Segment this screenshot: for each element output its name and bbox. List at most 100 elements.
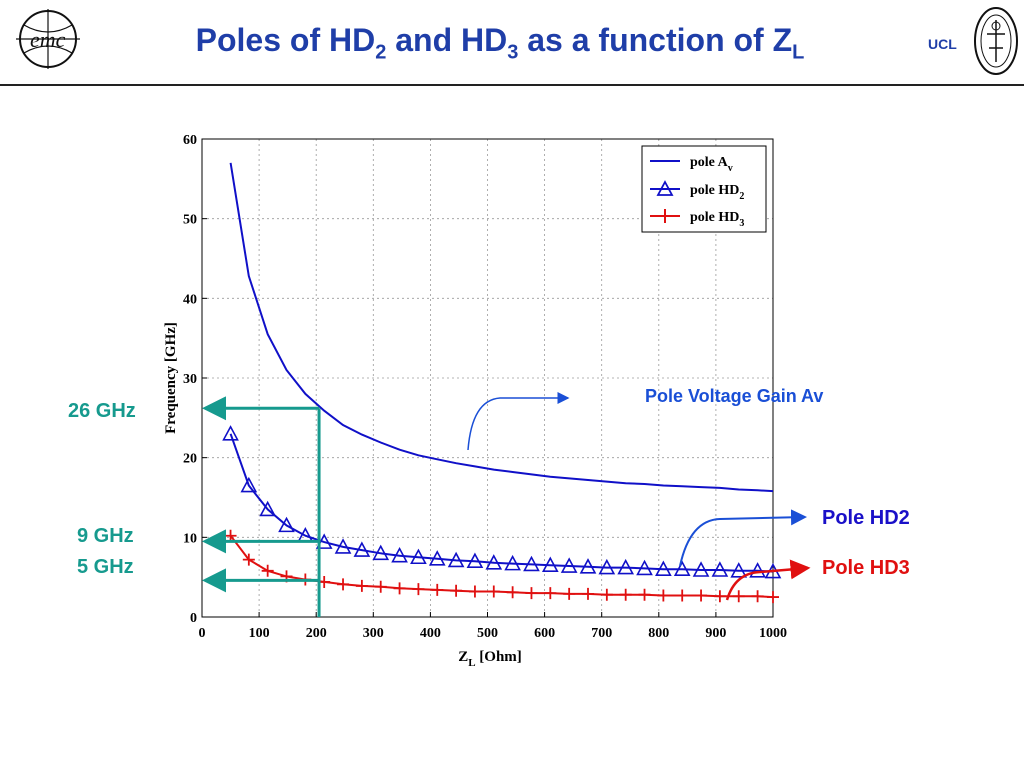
ucl-seal-logo — [974, 7, 1018, 75]
y-tick-label: 60 — [183, 133, 197, 148]
hd3-point — [412, 583, 425, 596]
hd2-point — [692, 561, 710, 577]
x-tick-label: 1000 — [759, 626, 787, 641]
hd2-point — [410, 548, 427, 565]
series-line-hd2 — [229, 433, 774, 573]
institution-label: UCL — [928, 36, 957, 52]
y-tick-label: 20 — [183, 452, 197, 467]
y-tick-label: 10 — [183, 531, 197, 546]
x-tick-label: 700 — [591, 626, 612, 641]
y-tick-label: 50 — [183, 213, 197, 228]
y-axis-label: Frequency [GHz] — [163, 322, 179, 434]
hd2-point — [278, 516, 295, 533]
hd3-point — [713, 590, 726, 603]
series-line-av — [229, 162, 774, 493]
axis-ticks: 0 100 200 300 400 500 600 700 800 900 1000 0 10 20 30 4… — [183, 133, 787, 641]
hd3-point — [767, 591, 779, 604]
hd2-point — [636, 559, 653, 576]
hd2-point — [466, 552, 484, 569]
y-tick-label: 40 — [183, 292, 197, 307]
hd2-point — [315, 533, 333, 549]
y-tick-label: 30 — [183, 372, 197, 387]
hd2-point — [485, 554, 503, 570]
slide-header: emc Poles of HD2 and HD3 as a function o… — [0, 0, 1024, 86]
hd2-point — [353, 541, 371, 557]
hd3-point — [695, 589, 708, 602]
hd2-point — [222, 425, 239, 441]
x-tick-label: 400 — [420, 626, 441, 641]
series-line-hd3 — [229, 535, 774, 599]
annotation-9ghz: 9 GHz — [77, 525, 134, 547]
hd3-point — [487, 585, 500, 598]
x-tick-label: 600 — [534, 626, 555, 641]
hd3-point — [676, 589, 689, 602]
emc-logo: emc — [16, 9, 80, 69]
hd3-point — [337, 578, 350, 591]
hd3-point — [638, 588, 651, 601]
hd2-point — [579, 558, 597, 574]
x-tick-label: 800 — [648, 626, 669, 641]
hd3-point — [506, 586, 519, 599]
x-tick-label: 0 — [199, 626, 206, 641]
legend-triangle-icon — [656, 180, 674, 196]
pole-hd3-arrow — [725, 559, 811, 601]
hd3-point — [355, 579, 368, 592]
hd3-point — [450, 584, 463, 597]
hd3-point — [374, 580, 387, 593]
legend: pole Av pole HD2 pole HD3 — [641, 145, 767, 233]
annotation-26ghz: 26 GHz — [68, 400, 136, 422]
pole-av-arrow — [467, 392, 570, 451]
hd2-point — [504, 554, 521, 571]
hd2-point — [259, 500, 277, 517]
hd3-point — [732, 590, 745, 603]
hd3-point — [619, 588, 632, 601]
hd2-point — [617, 558, 635, 575]
hd3-point — [261, 564, 274, 577]
hd2-point — [730, 562, 748, 578]
annotation-pole-av: Pole Voltage Gain Av — [645, 386, 824, 406]
hd3-point — [581, 587, 594, 600]
annotation-pole-hd2: Pole HD2 — [822, 507, 910, 529]
series-group — [222, 162, 782, 604]
hd2-point — [523, 555, 540, 572]
svg-text:emc: emc — [30, 27, 66, 52]
x-tick-label: 900 — [705, 626, 726, 641]
legend-plus-icon — [658, 209, 672, 223]
legend-label-av: pole Av — [690, 155, 733, 174]
x-tick-label: 300 — [363, 626, 384, 641]
x-tick-label: 500 — [477, 626, 498, 641]
hd3-point — [431, 583, 444, 596]
hd2-point — [428, 550, 446, 566]
hd3-point — [393, 582, 406, 595]
hd2-point — [749, 562, 766, 578]
hd2-point — [334, 538, 352, 554]
hd2-point — [711, 561, 729, 577]
hd3-point — [751, 590, 764, 603]
hd2-point — [391, 546, 408, 563]
hd2-point — [240, 476, 258, 493]
hd3-point — [468, 585, 481, 598]
legend-label-hd3: pole HD3 — [690, 210, 744, 229]
pole-hd2-arrow — [679, 509, 807, 567]
hd3-point — [525, 587, 538, 600]
hd3-point — [544, 587, 557, 600]
hd3-point — [224, 529, 237, 542]
slide-title: Poles of HD2 and HD3 as a function of ZL — [195, 22, 805, 64]
hd2-point — [372, 544, 390, 561]
annotation-pole-hd3: Pole HD3 — [822, 557, 910, 579]
hd2-point — [673, 560, 691, 576]
hd2-point — [560, 557, 578, 573]
annotation-5ghz: 5 GHz — [77, 556, 134, 578]
hd2-point — [655, 560, 672, 576]
hd3-point — [563, 587, 576, 600]
hd3-point — [242, 553, 255, 566]
hd2-point — [447, 551, 465, 568]
x-tick-label: 100 — [249, 626, 270, 641]
x-tick-label: 200 — [306, 626, 327, 641]
guide-lines — [202, 396, 321, 617]
hd2-point — [541, 556, 559, 573]
hd3-point — [657, 589, 670, 602]
x-axis-label: ZL [Ohm] — [458, 649, 522, 669]
y-tick-label: 0 — [190, 611, 197, 626]
